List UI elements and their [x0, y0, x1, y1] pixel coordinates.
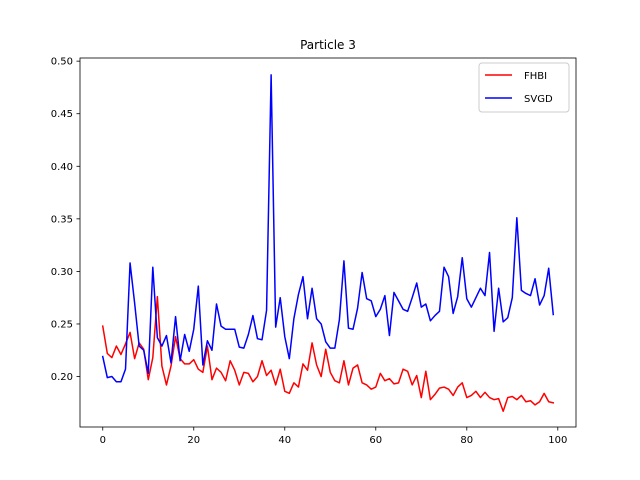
y-axis: 0.20 0.25 0.30 0.35 0.40 0.45 0.50	[51, 57, 80, 383]
y-tick-label: 0.25	[51, 319, 73, 330]
series-line-fhbi	[101, 295, 555, 412]
legend-label-fhbi: FHBI	[524, 71, 547, 82]
x-tick-label: 40	[278, 435, 291, 446]
x-axis: 0 20 40 60 80 100	[100, 427, 567, 446]
legend-label-svgd: SVGD	[524, 94, 553, 105]
y-tick-label: 0.20	[51, 372, 73, 383]
x-tick-label: 20	[187, 435, 200, 446]
x-tick-label: 60	[369, 435, 382, 446]
series-layer	[101, 74, 555, 412]
y-tick-label: 0.30	[51, 267, 73, 278]
y-tick-label: 0.45	[51, 109, 73, 120]
x-tick-label: 0	[100, 435, 106, 446]
chart-title: Particle 3	[300, 38, 356, 52]
series-line-svgd	[101, 74, 555, 383]
legend: FHBI SVGD	[478, 62, 570, 113]
plot-area-frame	[79, 57, 577, 428]
y-tick-label: 0.50	[51, 57, 73, 68]
x-tick-label: 80	[460, 435, 473, 446]
y-tick-label: 0.40	[51, 162, 73, 173]
x-tick-label: 100	[548, 435, 567, 446]
y-tick-label: 0.35	[51, 214, 73, 225]
